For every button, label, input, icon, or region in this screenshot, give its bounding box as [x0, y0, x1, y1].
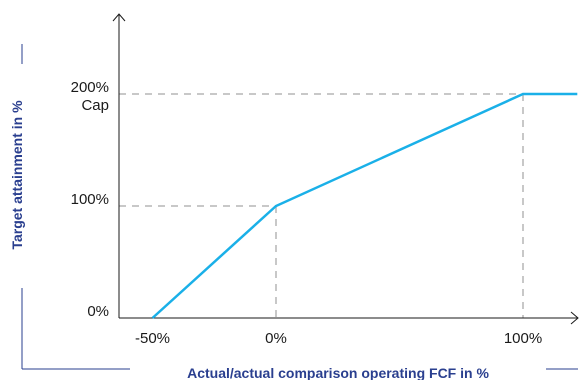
axis-title-frames: [21, 44, 578, 370]
y-tick-label-0: 0%: [87, 303, 109, 320]
x-tick-labels: -50% 0% 100%: [135, 330, 542, 347]
y-tick-label-1: 100%: [71, 191, 109, 208]
axes: [112, 13, 579, 325]
y-tick-labels: 0% 100% 200%Cap: [71, 79, 109, 320]
x-axis-title: Actual/actual comparison operating FCF i…: [187, 365, 489, 380]
x-tick-label-1: 0%: [265, 330, 287, 347]
y-axis-title: Target attainment in %: [9, 100, 25, 250]
x-axis-arrow-icon: [570, 311, 579, 325]
x-tick-label-0: -50%: [135, 330, 170, 347]
x-tick-label-2: 100%: [504, 330, 542, 347]
y-tick-sublabel-2: Cap: [81, 97, 109, 114]
reference-lines: [119, 93, 524, 318]
series-line-0: [151, 92, 578, 319]
series: [151, 92, 578, 319]
y-tick-label-2: 200%: [71, 79, 109, 96]
y-axis-arrow-icon: [112, 13, 126, 22]
